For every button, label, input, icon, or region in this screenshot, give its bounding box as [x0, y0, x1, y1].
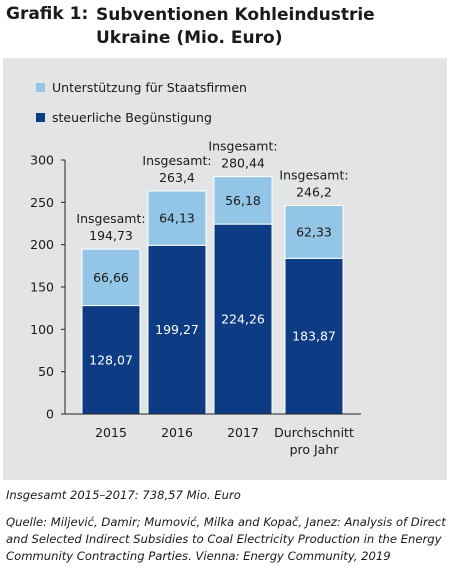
source-line: Quelle: Miljević, Damir; Mumović, Milka … — [6, 515, 446, 529]
legend-swatch — [36, 113, 45, 122]
data-label: 56,18 — [225, 193, 261, 208]
figure-number: Grafik 1: — [6, 4, 89, 24]
bar-segment — [213, 223, 273, 415]
bar-segment — [213, 176, 273, 225]
data-label: 183,87 — [292, 329, 336, 344]
bar-segment — [147, 190, 207, 246]
y-tick-label: 0 — [46, 407, 54, 422]
y-tick-label: 50 — [38, 364, 54, 379]
y-tick-label: 300 — [30, 153, 54, 168]
x-tick-label: 2015 — [95, 425, 127, 440]
y-tick-label: 150 — [30, 280, 54, 295]
total-note: Insgesamt 2015–2017: 738,57 Mio. Euro — [6, 488, 241, 502]
source-note: Quelle: Miljević, Damir; Mumović, Milka … — [6, 514, 451, 565]
y-tick-label: 200 — [30, 237, 54, 252]
total-label: Insgesamt: — [279, 168, 348, 183]
x-tick-label: 2016 — [161, 425, 193, 440]
total-label: Insgesamt: — [76, 211, 145, 226]
y-tick-label: 250 — [30, 195, 54, 210]
y-tick-label: 100 — [30, 322, 54, 337]
total-value: 280,44 — [221, 156, 265, 171]
legend-swatch — [36, 83, 45, 92]
total-label: Insgesamt: — [142, 153, 211, 168]
legend-label: Unterstützung für Staatsfirmen — [52, 80, 247, 95]
x-tick-label: Durchschnitt — [274, 425, 354, 440]
x-tick-label: pro Jahr — [290, 442, 340, 457]
bar-segment — [147, 244, 207, 415]
chart-title: Subventionen Kohleindustrie Ukraine (Mio… — [96, 5, 375, 48]
bar-segment — [284, 257, 344, 415]
bar-segment — [81, 248, 141, 307]
data-label: 64,13 — [159, 211, 195, 226]
total-value: 194,73 — [89, 228, 133, 243]
data-label: 66,66 — [93, 270, 129, 285]
total-label: Insgesamt: — [208, 139, 277, 154]
x-tick-label: 2017 — [227, 425, 259, 440]
chart-area: Unterstützung für Staatsfirmen steuerlich… — [3, 58, 447, 480]
data-label: 199,27 — [155, 322, 199, 337]
source-line: and Selected Indirect Subsidies to Coal … — [6, 532, 442, 546]
bar-segment — [284, 205, 344, 259]
data-label: 62,33 — [296, 224, 332, 239]
source-line: Community Contracting Parties. Vienna: E… — [6, 549, 391, 563]
total-value: 263,4 — [159, 170, 195, 185]
stacked-bar-chart: Unterstützung für Staatsfirmen steuerlich… — [30, 80, 361, 457]
legend-label: steuerliche Begünstigung — [52, 110, 212, 125]
data-label: 224,26 — [221, 312, 265, 327]
total-value: 246,2 — [296, 185, 332, 200]
data-label: 128,07 — [89, 352, 133, 367]
bar-segment — [81, 305, 141, 415]
